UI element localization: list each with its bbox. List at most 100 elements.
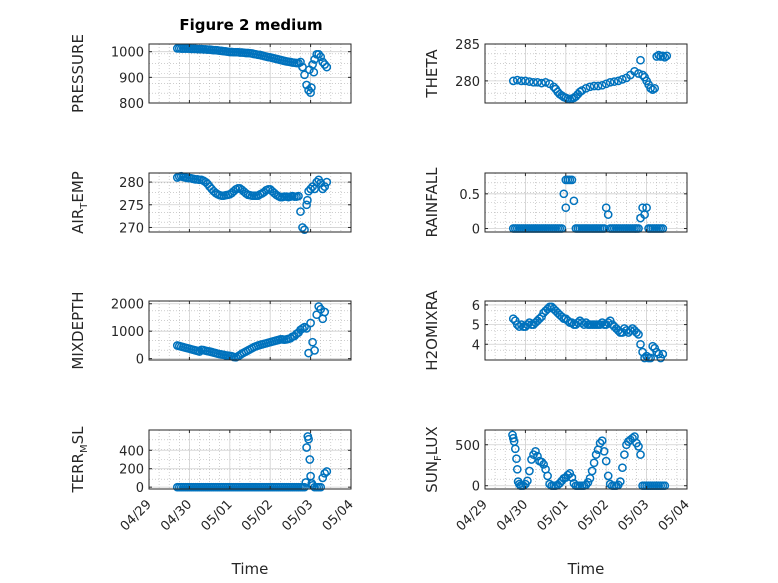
y-axis-label-main: SUN xyxy=(423,461,441,493)
data-point xyxy=(589,458,599,468)
data-point xyxy=(306,318,315,328)
data-point xyxy=(545,479,554,489)
data-point xyxy=(658,349,668,359)
data-point xyxy=(306,88,315,98)
y-tick-label: 400 xyxy=(119,444,144,459)
data-point xyxy=(525,77,534,86)
data-point xyxy=(320,182,330,191)
data-point xyxy=(638,70,647,80)
data-point xyxy=(636,450,645,459)
data-series xyxy=(508,50,672,104)
data-point xyxy=(533,451,542,461)
y-axis-label: PRESSURE xyxy=(69,34,87,113)
y-axis-label-main: H2OMIXRA xyxy=(423,290,441,371)
y-axis-label-subscript: T xyxy=(79,202,90,210)
data-point xyxy=(603,210,613,219)
y-tick-label: 200 xyxy=(119,463,144,478)
y-axis-label-subscript: M xyxy=(79,444,90,453)
x-axis-label: Time xyxy=(231,560,269,578)
data-point xyxy=(320,468,330,478)
y-tick-label: 280 xyxy=(455,75,480,90)
data-point xyxy=(531,446,540,456)
y-axis-label-main: RAINFALL xyxy=(423,167,441,238)
axes-box xyxy=(484,300,688,361)
data-point xyxy=(523,320,532,329)
data-point xyxy=(648,341,658,351)
data-point xyxy=(312,177,322,187)
data-point xyxy=(300,482,309,492)
y-tick-label: 1000 xyxy=(111,325,144,340)
y-tick-label: 900 xyxy=(119,71,144,86)
data-point xyxy=(512,464,522,474)
axes-box xyxy=(148,429,352,490)
data-point xyxy=(322,62,332,72)
data-point xyxy=(508,76,518,86)
data-point xyxy=(567,175,577,185)
data-point xyxy=(601,456,611,466)
y-axis-label-tail: LUX xyxy=(423,426,441,455)
data-point xyxy=(597,436,607,446)
data-point xyxy=(587,466,597,476)
y-axis-label-main: AIR xyxy=(69,209,87,234)
subplot-mixdepth: 0 1000 2000 MIXDEPTH xyxy=(69,291,352,370)
y-axis-label-main: PRESSURE xyxy=(69,34,87,113)
data-point xyxy=(316,482,326,492)
data-point xyxy=(652,52,662,61)
subplot-theta: 280 285 THETA xyxy=(423,38,688,104)
data-point xyxy=(302,200,311,210)
data-point xyxy=(618,75,627,84)
data-series xyxy=(172,302,330,362)
data-point xyxy=(636,339,645,349)
data-point xyxy=(648,85,658,95)
data-point xyxy=(591,450,601,459)
data-point xyxy=(514,479,524,489)
data-point xyxy=(525,466,534,476)
data-point xyxy=(537,457,546,467)
data-point xyxy=(296,207,305,216)
data-point xyxy=(535,314,544,324)
data-point xyxy=(634,442,643,451)
data-point xyxy=(305,455,315,464)
data-point xyxy=(302,324,311,333)
y-axis-label: SUNFLUX xyxy=(423,426,444,492)
data-point xyxy=(316,52,326,62)
data-point xyxy=(300,225,309,235)
data-point xyxy=(599,446,609,456)
data-point xyxy=(318,57,328,67)
subplot-air_temp: 270 275 280 AIRTEMP xyxy=(69,171,352,236)
data-point xyxy=(593,81,603,91)
y-axis-label-main: MIXDEPTH xyxy=(69,291,87,369)
data-point xyxy=(618,463,627,473)
data-point xyxy=(589,81,599,91)
data-point xyxy=(517,76,526,86)
data-point xyxy=(300,70,309,80)
y-tick-label: 2000 xyxy=(111,298,144,313)
y-tick-label: 6 xyxy=(472,299,480,314)
data-series xyxy=(172,44,332,98)
y-tick-label: 5 xyxy=(472,319,480,334)
data-series xyxy=(508,302,668,363)
axes-box xyxy=(148,172,352,233)
subplot-rainfall: 0 0.5 RAINFALL xyxy=(423,167,688,238)
data-point xyxy=(595,438,605,448)
data-point xyxy=(569,196,579,206)
data-point xyxy=(296,57,305,67)
data-point xyxy=(312,310,322,320)
figure-title: Figure 2 medium xyxy=(179,16,322,34)
y-axis-label-main: THETA xyxy=(423,49,441,99)
data-point xyxy=(195,347,204,356)
y-tick-label: 0 xyxy=(136,481,144,496)
data-point xyxy=(514,322,524,331)
y-tick-label: 0 xyxy=(472,223,480,238)
data-point xyxy=(521,76,530,86)
data-point xyxy=(597,80,607,90)
data-point xyxy=(318,473,328,483)
y-axis-label-tail: SL xyxy=(69,426,87,445)
data-point xyxy=(318,184,328,194)
data-point xyxy=(294,191,303,201)
data-point xyxy=(603,471,613,481)
data-point xyxy=(642,203,651,213)
data-point xyxy=(579,320,589,329)
y-tick-label: 4 xyxy=(472,338,480,353)
